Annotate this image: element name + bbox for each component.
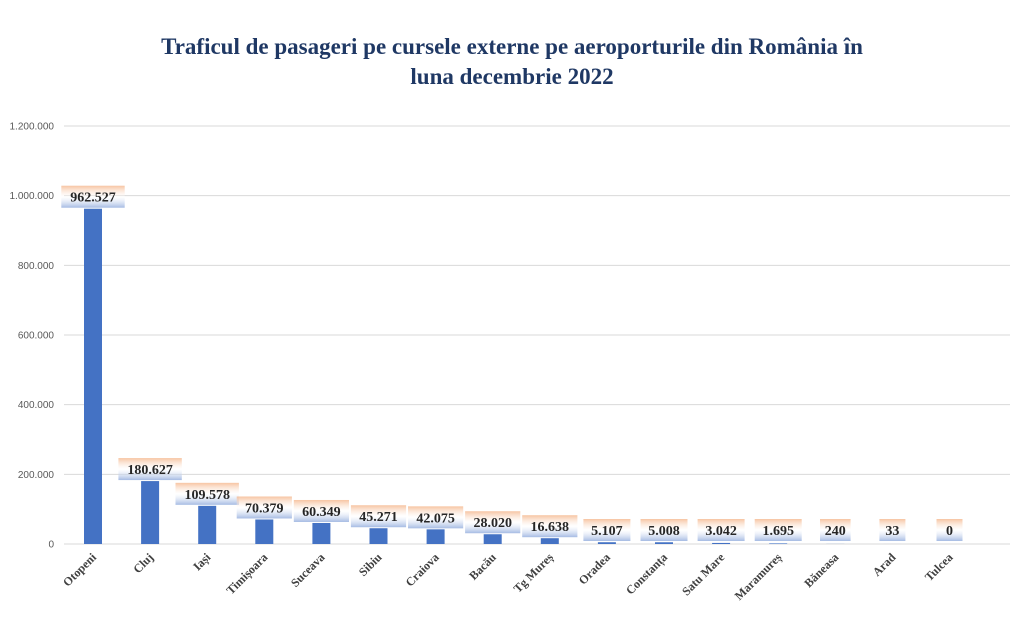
bar bbox=[483, 534, 502, 544]
data-label: 70.379 bbox=[245, 501, 284, 516]
chart-title-line-1: Traficul de pasageri pe cursele externe … bbox=[161, 34, 863, 59]
y-tick-label: 1.000.000 bbox=[10, 191, 55, 202]
data-label: 0 bbox=[946, 524, 953, 539]
bar bbox=[312, 522, 331, 544]
y-tick-label: 1.200.000 bbox=[10, 122, 55, 133]
x-category-label: Cluj bbox=[130, 550, 156, 576]
x-category-label: Arad bbox=[870, 550, 899, 579]
y-tick-label: 600.000 bbox=[18, 331, 55, 342]
data-label-box bbox=[640, 519, 688, 541]
chart-title: Traficul de pasageri pe cursele externe … bbox=[0, 32, 1024, 92]
x-category-label: Bacău bbox=[466, 550, 499, 583]
data-label: 1.695 bbox=[762, 524, 794, 539]
x-category-label: Suceava bbox=[288, 550, 328, 590]
data-label-box bbox=[522, 515, 578, 538]
data-label-box bbox=[61, 185, 125, 208]
data-label: 109.578 bbox=[184, 488, 230, 503]
data-label: 962.527 bbox=[70, 191, 116, 206]
data-label-box bbox=[583, 519, 631, 541]
data-label-box bbox=[754, 519, 802, 541]
y-tick-label: 200.000 bbox=[18, 470, 55, 481]
x-category-label: Sibiu bbox=[356, 550, 385, 579]
y-tick-label: 800.000 bbox=[18, 261, 55, 272]
data-label-box bbox=[465, 511, 521, 534]
data-label: 180.627 bbox=[127, 463, 173, 478]
bar bbox=[597, 542, 616, 544]
x-category-label: Constanța bbox=[623, 550, 671, 598]
data-label: 42.075 bbox=[416, 511, 455, 526]
x-category-label: Otopeni bbox=[60, 550, 100, 590]
data-label-box bbox=[350, 505, 407, 528]
data-label: 16.638 bbox=[531, 520, 570, 535]
data-label-box bbox=[175, 482, 239, 505]
y-tick-label: 0 bbox=[48, 540, 54, 551]
data-label-box bbox=[697, 519, 745, 541]
data-label: 33 bbox=[885, 524, 899, 539]
x-category-label: Tulcea bbox=[922, 550, 956, 584]
x-category-label: Maramureș bbox=[732, 550, 786, 604]
x-category-label: Timișoara bbox=[223, 550, 271, 598]
data-label-box bbox=[408, 506, 464, 529]
y-tick-label: 400.000 bbox=[18, 400, 55, 411]
bar bbox=[540, 538, 559, 544]
x-category-label: Craiova bbox=[403, 550, 442, 589]
data-label: 240 bbox=[825, 524, 846, 539]
bar bbox=[655, 542, 673, 544]
data-label: 5.107 bbox=[591, 524, 623, 539]
data-label: 28.020 bbox=[473, 516, 512, 531]
data-label-box bbox=[936, 519, 963, 541]
bar bbox=[141, 481, 160, 544]
bar bbox=[426, 529, 445, 544]
data-label-box bbox=[118, 458, 182, 481]
data-label-box bbox=[820, 519, 851, 541]
data-label: 3.042 bbox=[705, 524, 737, 539]
bar bbox=[84, 208, 102, 544]
bar bbox=[712, 542, 731, 544]
data-label: 45.271 bbox=[359, 510, 398, 525]
x-category-label: Oradea bbox=[576, 550, 613, 587]
bar bbox=[255, 519, 274, 544]
chart-title-line-2: luna decembrie 2022 bbox=[410, 64, 614, 89]
bar bbox=[769, 543, 788, 544]
data-label-box bbox=[236, 496, 292, 519]
data-label: 60.349 bbox=[302, 505, 341, 520]
data-label: 5.008 bbox=[648, 524, 680, 539]
x-category-label: Satu Mare bbox=[679, 550, 728, 599]
data-label-box bbox=[879, 519, 906, 541]
x-category-label: Tg Mureș bbox=[511, 550, 557, 596]
bar bbox=[198, 505, 217, 544]
x-category-label: Băneasa bbox=[801, 550, 841, 590]
data-label-box bbox=[293, 499, 349, 522]
x-category-label: Iași bbox=[190, 550, 214, 574]
bar bbox=[369, 528, 388, 544]
